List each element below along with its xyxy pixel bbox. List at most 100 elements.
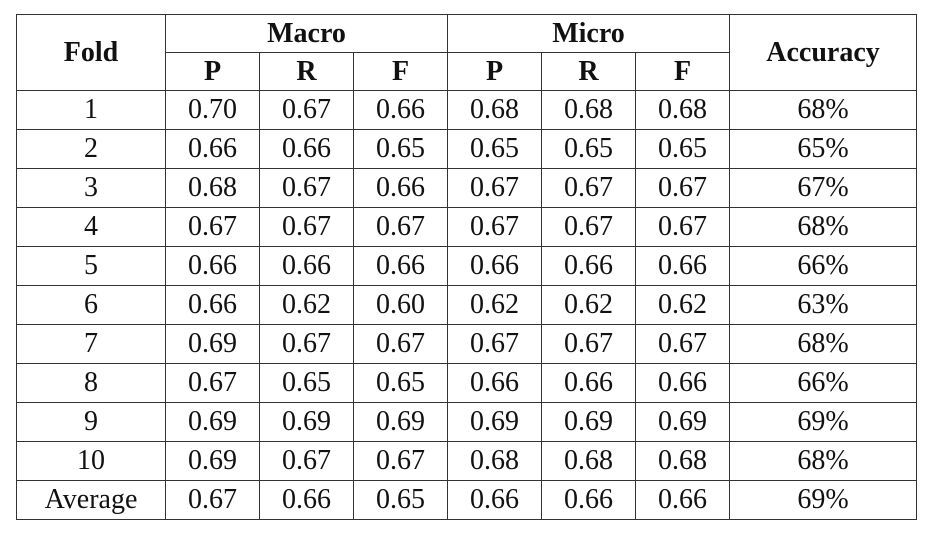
value-cell: 67% xyxy=(729,168,918,208)
fold-cell: Average xyxy=(16,480,166,520)
sub-header: F xyxy=(353,52,448,91)
value-cell: 0.67 xyxy=(541,168,636,208)
value-cell: 63% xyxy=(729,285,918,325)
value-cell: 66% xyxy=(729,246,918,286)
fold-cell: 10 xyxy=(16,441,166,481)
value-cell: 0.62 xyxy=(541,285,636,325)
value-cell: 0.66 xyxy=(447,480,542,520)
value-cell: 0.69 xyxy=(165,441,260,481)
table-row: 9 0.69 0.69 0.69 0.69 0.69 0.69 69% xyxy=(16,402,918,442)
value-cell: 0.68 xyxy=(541,441,636,481)
fold-cell: 8 xyxy=(16,363,166,403)
value-cell: 0.66 xyxy=(165,285,260,325)
sub-header: R xyxy=(541,52,636,91)
value-cell: 66% xyxy=(729,363,918,403)
value-cell: 0.69 xyxy=(634,402,731,442)
value-cell: 0.68 xyxy=(447,90,542,130)
value-cell: 0.66 xyxy=(165,246,260,286)
value-cell: 0.62 xyxy=(259,285,354,325)
value-cell: 0.67 xyxy=(165,363,260,403)
value-cell: 0.67 xyxy=(165,207,260,247)
value-cell: 0.65 xyxy=(634,129,731,169)
value-cell: 0.67 xyxy=(447,168,542,208)
value-cell: 0.66 xyxy=(353,168,448,208)
value-cell: 0.67 xyxy=(634,207,731,247)
table-row: 6 0.66 0.62 0.60 0.62 0.62 0.62 63% xyxy=(16,285,918,325)
group-header: Macro xyxy=(165,14,448,53)
value-cell: 0.67 xyxy=(447,324,542,364)
value-cell: 0.69 xyxy=(165,324,260,364)
value-cell: 0.67 xyxy=(634,168,731,208)
value-cell: 68% xyxy=(729,207,918,247)
value-cell: 68% xyxy=(729,441,918,481)
value-cell: 0.67 xyxy=(259,324,354,364)
value-cell: 0.69 xyxy=(259,402,354,442)
value-cell: 0.69 xyxy=(353,402,448,442)
value-cell: 0.66 xyxy=(634,246,731,286)
table-row: Average 0.67 0.66 0.65 0.66 0.66 0.66 69% xyxy=(16,480,918,520)
table-row: 4 0.67 0.67 0.67 0.67 0.67 0.67 68% xyxy=(16,207,918,247)
table-body: 1 0.70 0.67 0.66 0.68 0.68 0.68 68% 2 0.66 0.66 0.6… xyxy=(16,90,918,520)
sub-header: R xyxy=(259,52,354,91)
value-cell: 0.70 xyxy=(165,90,260,130)
value-cell: 0.67 xyxy=(447,207,542,247)
fold-cell: 6 xyxy=(16,285,166,325)
value-cell: 0.67 xyxy=(541,207,636,247)
value-cell: 0.67 xyxy=(259,168,354,208)
table-row: 10 0.69 0.67 0.67 0.68 0.68 0.68 68% xyxy=(16,441,918,481)
fold-cell: 3 xyxy=(16,168,166,208)
table-row: 5 0.66 0.66 0.66 0.66 0.66 0.66 66% xyxy=(16,246,918,286)
table-row: 3 0.68 0.67 0.66 0.67 0.67 0.67 67% xyxy=(16,168,918,208)
value-cell: 0.66 xyxy=(259,246,354,286)
value-cell: 0.69 xyxy=(165,402,260,442)
value-cell: 0.66 xyxy=(165,129,260,169)
value-cell: 0.65 xyxy=(541,129,636,169)
value-cell: 0.66 xyxy=(541,246,636,286)
value-cell: 68% xyxy=(729,324,918,364)
value-cell: 0.67 xyxy=(634,324,731,364)
value-cell: 0.66 xyxy=(447,246,542,286)
fold-cell: 2 xyxy=(16,129,166,169)
sub-header: P xyxy=(165,52,260,91)
value-cell: 0.66 xyxy=(634,363,731,403)
table-row: 8 0.67 0.65 0.65 0.66 0.66 0.66 66% xyxy=(16,363,918,403)
value-cell: 0.66 xyxy=(259,129,354,169)
value-cell: 0.67 xyxy=(259,207,354,247)
value-cell: 0.69 xyxy=(541,402,636,442)
table-row: 7 0.69 0.67 0.67 0.67 0.67 0.67 68% xyxy=(16,324,918,364)
group-header: Micro xyxy=(446,14,731,53)
value-cell: 0.66 xyxy=(353,246,448,286)
value-cell: 0.68 xyxy=(634,90,731,130)
value-cell: 69% xyxy=(729,480,918,520)
value-cell: 0.66 xyxy=(541,363,636,403)
header-cell: Fold xyxy=(16,14,166,91)
value-cell: 0.68 xyxy=(165,168,260,208)
value-cell: 68% xyxy=(729,90,918,130)
table-row: 1 0.70 0.67 0.66 0.68 0.68 0.68 68% xyxy=(16,90,918,130)
header-row: Fold Macro Micro Accuracy xyxy=(16,14,918,91)
table-row: 2 0.66 0.66 0.65 0.65 0.65 0.65 65% xyxy=(16,129,918,169)
value-cell: 0.69 xyxy=(447,402,542,442)
value-cell: 0.65 xyxy=(447,129,542,169)
value-cell: 0.67 xyxy=(353,207,448,247)
value-cell: 0.67 xyxy=(353,324,448,364)
value-cell: 0.65 xyxy=(353,129,448,169)
value-cell: 0.65 xyxy=(259,363,354,403)
fold-cell: 1 xyxy=(16,90,166,130)
value-cell: 0.62 xyxy=(634,285,731,325)
fold-cell: 7 xyxy=(16,324,166,364)
value-cell: 0.66 xyxy=(634,480,731,520)
sub-header: P xyxy=(447,52,542,91)
value-cell: 0.62 xyxy=(447,285,542,325)
fold-cell: 4 xyxy=(16,207,166,247)
fold-cell: 9 xyxy=(16,402,166,442)
value-cell: 0.67 xyxy=(259,441,354,481)
value-cell: 0.67 xyxy=(353,441,448,481)
value-cell: 0.66 xyxy=(447,363,542,403)
value-cell: 0.67 xyxy=(165,480,260,520)
value-cell: 0.65 xyxy=(353,480,448,520)
value-cell: 69% xyxy=(729,402,918,442)
